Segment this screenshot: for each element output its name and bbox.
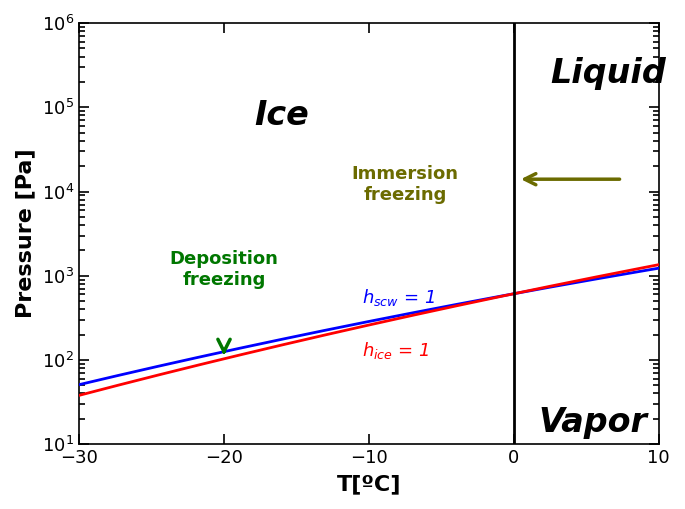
Y-axis label: Pressure [Pa]: Pressure [Pa] <box>15 149 35 319</box>
Text: Liquid: Liquid <box>550 57 666 90</box>
X-axis label: T[ºC]: T[ºC] <box>336 474 401 494</box>
Text: Vapor: Vapor <box>539 406 648 439</box>
Text: $h_{ice}$ = 1: $h_{ice}$ = 1 <box>362 340 429 361</box>
Text: Immersion
freezing: Immersion freezing <box>351 165 458 204</box>
Text: Deposition
freezing: Deposition freezing <box>170 250 278 289</box>
Text: $h_{scw}$ = 1: $h_{scw}$ = 1 <box>362 287 434 308</box>
Text: Ice: Ice <box>255 99 310 132</box>
